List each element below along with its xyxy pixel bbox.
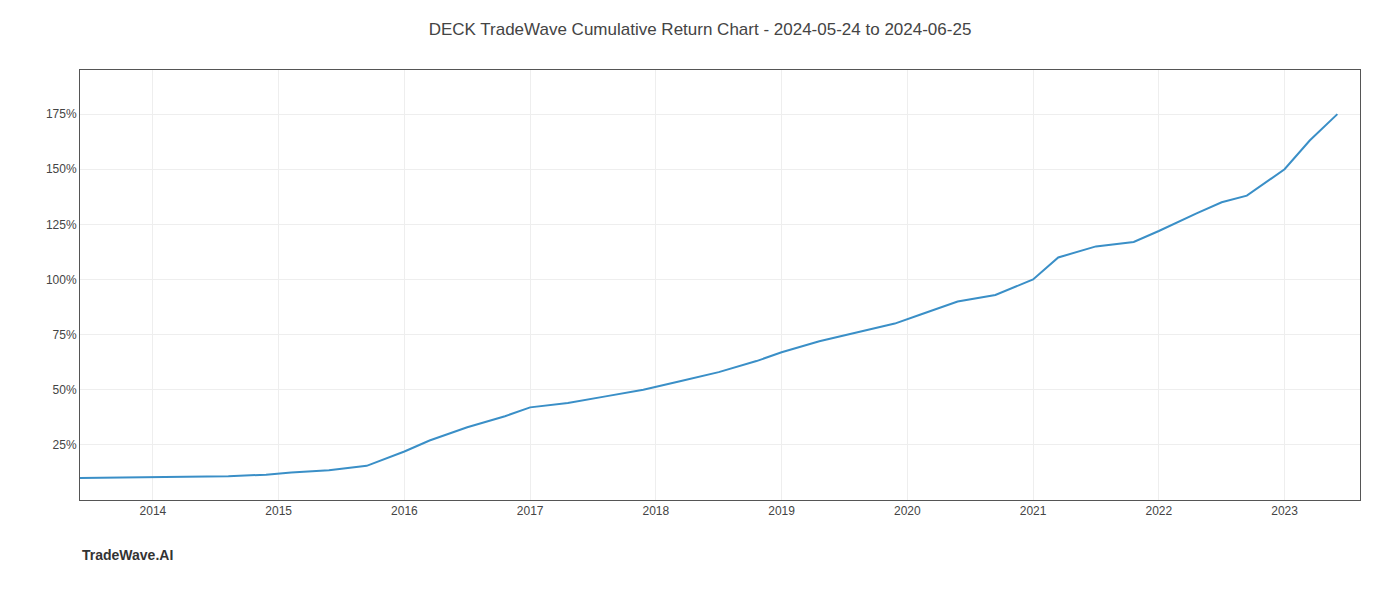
- svg-text:125%: 125%: [46, 218, 77, 232]
- svg-text:75%: 75%: [53, 328, 77, 342]
- svg-text:100%: 100%: [46, 273, 77, 287]
- svg-text:50%: 50%: [53, 383, 77, 397]
- svg-text:DECK TradeWave Cumulative Retu: DECK TradeWave Cumulative Return Chart -…: [429, 20, 972, 39]
- svg-text:150%: 150%: [46, 162, 77, 176]
- svg-text:2023: 2023: [1271, 504, 1298, 518]
- svg-text:25%: 25%: [53, 438, 77, 452]
- svg-text:2020: 2020: [894, 504, 921, 518]
- svg-text:2018: 2018: [643, 504, 670, 518]
- svg-text:175%: 175%: [46, 107, 77, 121]
- svg-text:2017: 2017: [517, 504, 544, 518]
- svg-text:2019: 2019: [768, 504, 795, 518]
- svg-text:2021: 2021: [1020, 504, 1047, 518]
- svg-text:2016: 2016: [391, 504, 418, 518]
- svg-text:2015: 2015: [265, 504, 292, 518]
- svg-text:2014: 2014: [140, 504, 167, 518]
- svg-text:2022: 2022: [1145, 504, 1172, 518]
- svg-text:TradeWave.AI: TradeWave.AI: [82, 547, 173, 563]
